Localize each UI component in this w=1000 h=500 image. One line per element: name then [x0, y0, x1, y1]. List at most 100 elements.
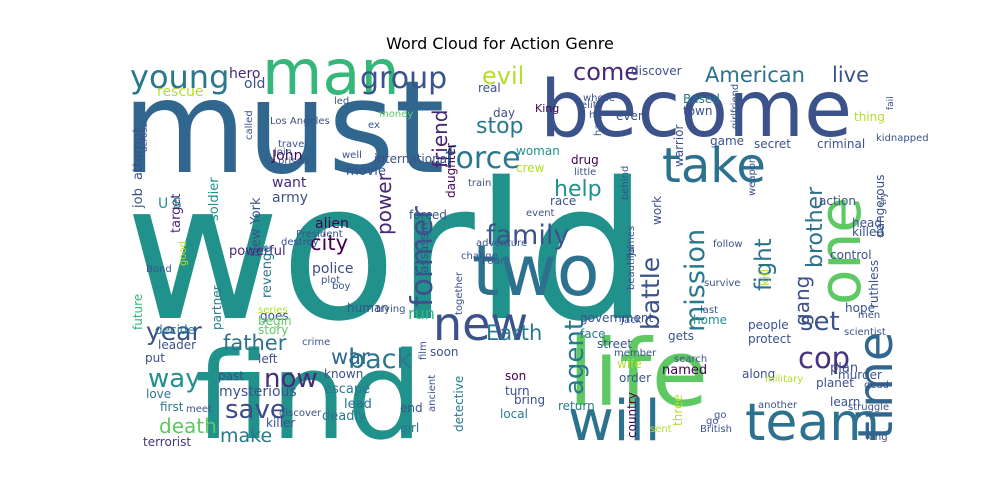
- word-year: year: [146, 317, 202, 346]
- word-way: way: [148, 364, 201, 394]
- word-run: run: [408, 304, 435, 323]
- word-father: father: [223, 331, 287, 355]
- word-action: action: [819, 194, 856, 208]
- word-killer: killer: [266, 416, 295, 430]
- word-must: must: [122, 54, 445, 203]
- word-new: new: [433, 297, 528, 351]
- word-named: named: [662, 363, 707, 378]
- word-race: race: [550, 194, 576, 208]
- word-forced: forced: [409, 208, 447, 222]
- word-president: President: [296, 229, 343, 240]
- word-crew: crew: [516, 161, 545, 175]
- word-real: real: [478, 81, 501, 95]
- word-group: group: [360, 61, 447, 96]
- word-man: man: [262, 36, 400, 109]
- word-movie: movie: [346, 164, 386, 179]
- word-learn: learn: [830, 395, 860, 409]
- word-event: event: [526, 208, 555, 219]
- word-one: one: [806, 197, 874, 305]
- word-attempt: attempt: [131, 128, 146, 180]
- word-war: war: [331, 345, 370, 369]
- word-even: even: [616, 109, 645, 123]
- word-crime: crime: [302, 337, 330, 348]
- word-world: world: [125, 142, 648, 363]
- word-led: led: [334, 96, 349, 107]
- word-old: old: [244, 76, 265, 92]
- word-revenge: revenge: [260, 245, 275, 298]
- word-boy: boy: [332, 281, 350, 292]
- word-ex: ex: [368, 120, 380, 131]
- word-military: military: [765, 374, 803, 385]
- word-back: back: [348, 344, 413, 375]
- word-bond: Bond: [146, 264, 172, 275]
- word-along: along: [742, 367, 775, 381]
- word-son: son: [505, 369, 526, 383]
- word-elite: elite: [581, 100, 603, 111]
- word-drug: drug: [571, 153, 599, 167]
- word-survive: survive: [704, 278, 740, 289]
- word-protect: protect: [748, 332, 791, 346]
- word-force: force: [445, 141, 521, 176]
- word-based: Based: [683, 92, 720, 106]
- word-behind: behind: [620, 166, 631, 200]
- word-change: change: [461, 251, 498, 262]
- word-evil: evil: [482, 62, 524, 90]
- word-become: become: [540, 65, 852, 155]
- word-last: last: [700, 305, 718, 316]
- word-girl: girl: [400, 421, 419, 435]
- word-planet: planet: [816, 376, 854, 390]
- word-together: together: [454, 271, 465, 315]
- word-alien: alien: [315, 216, 349, 232]
- word-sent: sent: [650, 424, 672, 435]
- word-take: take: [662, 138, 766, 194]
- word-head: head: [852, 216, 882, 230]
- word-scientist: scientist: [844, 327, 886, 338]
- word-save: save: [225, 395, 286, 425]
- word-human: human: [347, 301, 389, 315]
- word-king: King: [535, 102, 559, 115]
- word-whose: whose: [583, 93, 615, 104]
- word-detective: detective: [452, 376, 466, 432]
- word-follow: follow: [713, 239, 743, 250]
- word-street: street: [597, 337, 632, 351]
- word-well: well: [342, 150, 362, 161]
- word-men: men: [858, 310, 880, 321]
- word-face: face: [580, 327, 606, 341]
- word-target: target: [169, 193, 184, 233]
- word-return: return: [558, 399, 595, 413]
- word-set: set: [800, 307, 840, 337]
- word-battle: battle: [636, 257, 665, 330]
- word-three: three: [671, 394, 685, 426]
- word-search: search: [674, 354, 707, 365]
- word-james: James: [626, 226, 637, 257]
- word-assassin: assassin: [417, 222, 431, 273]
- word-begin: begin: [258, 314, 292, 328]
- word-two: two: [472, 230, 600, 312]
- word-money: money: [379, 109, 413, 120]
- word-discover: discover: [631, 64, 682, 78]
- word-dead: dead: [864, 380, 889, 391]
- word-called: called: [244, 110, 255, 140]
- word-warrior: warrior: [672, 125, 686, 168]
- word-fight: fight: [751, 238, 777, 291]
- word-beautiful: beautiful: [626, 246, 637, 290]
- word-town: town: [683, 104, 712, 118]
- word-love: love: [146, 387, 171, 401]
- word-known: known: [324, 367, 363, 381]
- word-weapon: weapon: [747, 157, 758, 196]
- word-ancient: ancient: [427, 375, 438, 412]
- word-woman: woman: [516, 144, 560, 158]
- word-kidnapped: kidnapped: [876, 133, 929, 144]
- word-game: game: [710, 134, 744, 148]
- word-john: John: [271, 148, 302, 164]
- word-four: Four: [482, 256, 505, 267]
- word-series: series: [258, 305, 288, 316]
- word-hero: hero: [229, 66, 261, 82]
- word-young: young: [130, 58, 229, 96]
- word-terrorist: terrorist: [143, 435, 191, 449]
- word-control: control: [830, 248, 872, 262]
- word-will: will: [568, 389, 660, 454]
- word-trying: trying: [376, 304, 405, 315]
- word-come: come: [573, 58, 639, 86]
- word-meet: meet: [186, 404, 212, 415]
